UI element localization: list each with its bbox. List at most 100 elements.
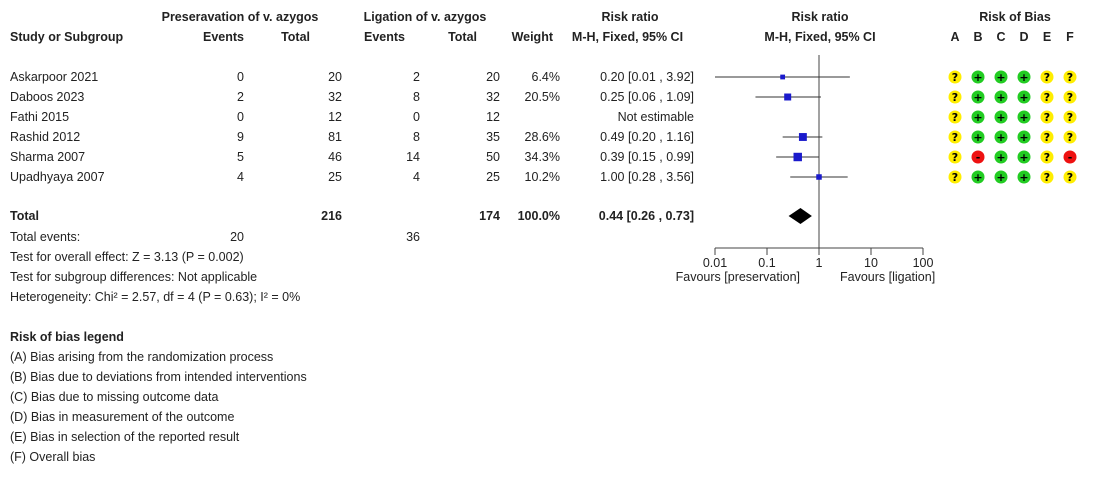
events1-cell: 2 [237,90,244,104]
rob-circle-1-5 [1063,90,1077,104]
rob-symbol-5-3: + [1019,171,1028,184]
total2-cell: 35 [486,130,500,144]
rob-circle-4-0 [948,150,962,164]
weight-cell: 10.2% [524,170,560,184]
rob-symbol-0-2: + [996,71,1005,84]
total1-cell: 32 [328,90,342,104]
total1-cell: 46 [328,150,342,164]
events1-header: Events [203,30,244,44]
rob-symbol-4-3: + [1019,151,1028,164]
weight-cell: 28.6% [524,130,560,144]
rob-domain-d: D [1019,30,1029,44]
rob-symbol-1-3: + [1019,91,1028,104]
rob-domain-c: C [996,30,1006,44]
group1-header: Preseravation of v. azygos [161,10,319,24]
ci-cell: 0.49 [0.20 , 1.16] [600,130,694,144]
total-events-label: Total events: [10,230,81,244]
rob-symbol-3-3: + [1019,131,1028,144]
rob-circle-4-3 [1017,150,1031,164]
rob-circle-0-3 [1017,70,1031,84]
events1-cell: 0 [237,70,244,84]
rob-circle-2-0 [948,110,962,124]
rob-legend-item-e: (E) Bias in selection of the reported re… [10,430,240,444]
rob-symbol-5-1: + [973,171,982,184]
rob-symbol-4-1: - [976,151,981,164]
rob-circle-5-5 [1063,170,1077,184]
pooled-diamond [788,208,812,224]
rob-symbol-5-4: ? [1044,171,1050,184]
axis-tick-label-2: 1 [815,256,823,270]
weight-cell: 6.4% [531,70,561,84]
events1-cell: 5 [237,150,244,164]
total-events1: 20 [230,230,244,244]
rob-symbol-3-4: ? [1044,131,1050,144]
total1-cell: 12 [328,110,342,124]
rr-title: Risk ratio [601,10,659,24]
rob-circle-5-3 [1017,170,1031,184]
rob-circle-2-5 [1063,110,1077,124]
rob-symbol-0-4: ? [1044,71,1050,84]
rob-symbol-0-3: + [1019,71,1028,84]
total1-cell: 25 [328,170,342,184]
rob-symbol-4-0: ? [952,151,958,164]
heterogeneity-test: Heterogeneity: Chi² = 2.57, df = 4 (P = … [10,290,301,304]
rob-domain-b: B [973,30,983,44]
axis-tick-label-1: 0.1 [758,256,776,270]
subgroup-test: Test for subgroup differences: Not appli… [10,270,258,284]
rob-circle-0-1 [971,70,985,84]
rob-circle-0-4 [1040,70,1054,84]
rob-circle-2-1 [971,110,985,124]
rob-circle-4-4 [1040,150,1054,164]
events1-cell: 9 [237,130,244,144]
total1-cell: 20 [328,70,342,84]
rob-circle-1-2 [994,90,1008,104]
rr-method: M-H, Fixed, 95% CI [571,30,684,44]
rob-legend-item-c: (C) Bias due to missing outcome data [10,390,219,404]
study-name: Rashid 2012 [10,130,81,144]
total-label: Total [10,209,39,223]
weight-cell: 34.3% [524,150,560,164]
rob-circle-0-2 [994,70,1008,84]
rob-symbol-2-3: + [1019,111,1028,124]
rob-domain-a: A [950,30,960,44]
total2-header: Total [448,30,477,44]
effect-square-3 [798,133,807,141]
rob-symbol-0-1: + [973,71,982,84]
rob-symbol-5-0: ? [952,171,958,184]
rob-title: Risk of Bias [979,10,1051,24]
events1-cell: 0 [237,110,244,124]
rob-symbol-4-2: + [996,151,1005,164]
rob-circle-3-3 [1017,130,1031,144]
ci-cell: 0.20 [0.01 , 3.92] [600,70,694,84]
study-name: Fathi 2015 [10,110,70,124]
rob-circle-5-2 [994,170,1008,184]
study-name: Sharma 2007 [10,150,86,164]
rob-legend-item-b: (B) Bias due to deviations from intended… [10,370,307,384]
effect-square-0 [780,74,786,80]
rob-circle-5-4 [1040,170,1054,184]
weight-cell: 20.5% [524,90,560,104]
rob-symbol-2-5: ? [1067,111,1073,124]
events2-cell: 8 [413,130,420,144]
total2-cell: 25 [486,170,500,184]
rob-symbol-0-5: ? [1067,71,1073,84]
rob-circle-1-3 [1017,90,1031,104]
rob-legend-item-d: (D) Bias in measurement of the outcome [10,410,235,424]
rob-symbol-3-5: ? [1067,131,1073,144]
total2-cell: 32 [486,90,500,104]
rob-symbol-1-2: + [996,91,1005,104]
rob-legend-item-a: (A) Bias arising from the randomization … [10,350,274,364]
rob-circle-3-4 [1040,130,1054,144]
rob-circle-1-1 [971,90,985,104]
rob-symbol-2-0: ? [952,111,958,124]
rob-circle-3-0 [948,130,962,144]
rob-symbol-1-0: ? [952,91,958,104]
rob-symbol-4-5: - [1068,151,1073,164]
events2-cell: 8 [413,90,420,104]
favours-right: Favours [ligation] [840,270,936,284]
study-name: Daboos 2023 [10,90,85,104]
effect-square-5 [816,174,822,180]
total2-cell: 12 [486,110,500,124]
total1-header: Total [281,30,310,44]
